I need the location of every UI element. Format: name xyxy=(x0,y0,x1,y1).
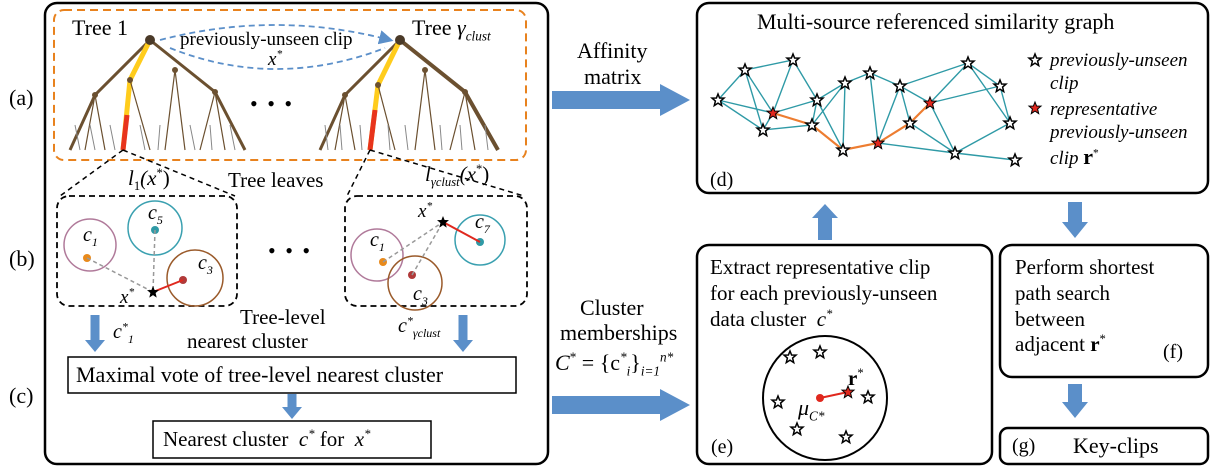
cluster-label-1: Cluster xyxy=(580,295,644,320)
marker-c: (c) xyxy=(9,383,34,408)
treegamma-cluster-box xyxy=(344,195,528,307)
tree1-cluster-box xyxy=(56,195,238,307)
marker-g: (g) xyxy=(1012,435,1036,457)
cluster-c3-left: c3 xyxy=(198,252,213,277)
legend-rep-3: clip r* xyxy=(1050,144,1099,169)
panel-d-title: Multi-source referenced similarity graph xyxy=(757,9,1115,34)
cluster-stars xyxy=(771,345,875,444)
panel-f-line1: Perform shortest xyxy=(1015,255,1155,279)
unseen-clip-label: previously-unseen clip xyxy=(180,29,353,50)
legend-unseen-1: previously-unseen xyxy=(1050,50,1188,71)
marker-d: (d) xyxy=(710,169,734,191)
tree-level-label-2: nearest cluster xyxy=(187,329,308,353)
trees-ellipsis: • • • xyxy=(250,91,295,116)
nearest-box xyxy=(152,420,432,459)
panel-f-line3: between xyxy=(1015,307,1085,331)
legend-rep-2: previously-unseen xyxy=(1050,122,1188,143)
cluster-c5-left: c5 xyxy=(148,202,163,227)
left-panel-frame xyxy=(43,1,550,466)
nearest-text: Nearest cluster c* for x* xyxy=(163,427,371,451)
marker-b: (b) xyxy=(9,246,35,271)
vote-box xyxy=(67,356,517,394)
panel-f-line4: adjacent r* xyxy=(1015,332,1106,356)
legend-rep-1: representative xyxy=(1050,99,1158,120)
clusters-ellipsis: • • • xyxy=(268,238,313,263)
affinity-label-1: Affinity xyxy=(577,38,648,63)
tree-gamma xyxy=(318,35,500,151)
cluster-c1-right: c1 xyxy=(370,229,385,254)
panel-f-line2: path search xyxy=(1015,281,1111,305)
cluster-circle xyxy=(762,335,888,461)
vote-text: Maximal vote of tree-level nearest clust… xyxy=(76,362,444,387)
panel-e-frame xyxy=(695,243,994,466)
marker-f: (f) xyxy=(1163,341,1183,363)
panel-d-frame xyxy=(695,1,1210,195)
leaf-func-gamma: lγclust(x*) xyxy=(425,162,490,190)
x-star-right: x* xyxy=(418,200,433,222)
panel-g-frame xyxy=(998,426,1210,466)
x-star-label: x* xyxy=(268,48,283,70)
trees-box xyxy=(53,9,527,161)
c-star-1: c*1 xyxy=(113,319,134,346)
panel-e-line1: Extract representative clip xyxy=(710,255,931,279)
legend-black-star xyxy=(1028,53,1042,67)
marker-a: (a) xyxy=(9,85,34,110)
r-star-e: r* xyxy=(848,366,864,390)
tree-gamma-label: Tree γclust xyxy=(412,15,491,44)
mu-label: μC* xyxy=(798,395,825,424)
cluster-label-2: memberships xyxy=(560,320,678,345)
tree-level-label-1: Tree-level xyxy=(240,305,326,329)
tree-leaves-label: Tree leaves xyxy=(228,168,324,192)
panel-f-frame xyxy=(998,243,1210,379)
x-star-left: x* xyxy=(120,286,135,308)
leaf-func-1: l1(x*) xyxy=(128,166,170,194)
cluster-formula: C* = {c*i}i=1n* xyxy=(555,349,674,379)
legend-red-star xyxy=(1028,101,1042,115)
affinity-label-2: matrix xyxy=(584,64,642,89)
legend-unseen-2: clip xyxy=(1050,73,1079,94)
unseen-clip-arc xyxy=(159,24,394,45)
panel-e-line3: data cluster c* xyxy=(710,307,833,331)
tree1-label: Tree 1 xyxy=(72,15,129,40)
marker-e: (e) xyxy=(711,436,734,458)
cluster-c1-left: c1 xyxy=(83,224,98,249)
key-clips-label: Key-clips xyxy=(1073,433,1159,458)
panel-e-line2: for each previously-unseen xyxy=(710,281,938,305)
cluster-c7-right: c7 xyxy=(475,211,490,236)
cluster-c3-right: c3 xyxy=(413,283,428,308)
c-star-gamma: c*γclust xyxy=(398,313,441,340)
tree-1 xyxy=(68,35,247,151)
